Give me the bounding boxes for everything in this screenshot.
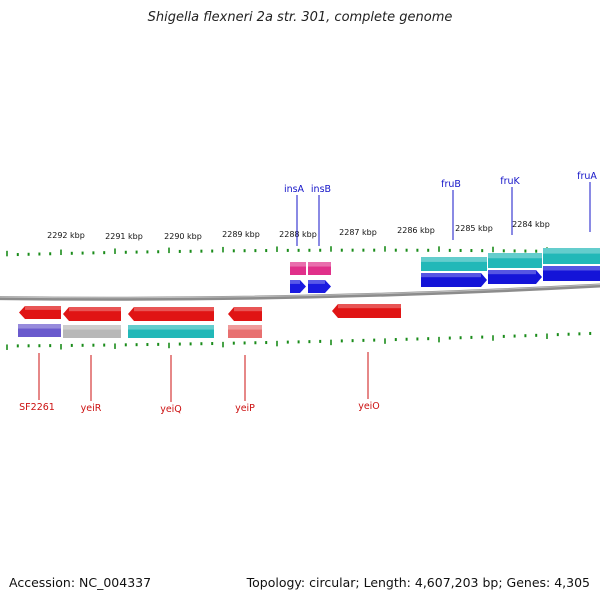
insB-gene-box-shine bbox=[308, 262, 331, 267]
gene-features bbox=[18, 248, 600, 338]
scale-label: 2289 kbp bbox=[222, 230, 260, 239]
gene-labels: insA insB fruB fruK fruA SF2261 yeiR yeiQ yeiP ye… bbox=[19, 171, 597, 415]
fruK-gene-box-shine bbox=[488, 253, 542, 259]
accession-text: Accession: NC_004337 bbox=[9, 575, 152, 590]
fruA-label: fruA bbox=[577, 171, 597, 182]
yeiP-gene-box-shine bbox=[228, 325, 262, 330]
SF2261-gene-arrow-shine bbox=[25, 306, 61, 310]
insA-gene-arrow bbox=[290, 280, 306, 293]
SF2261-gene-box-shine bbox=[18, 324, 61, 329]
yeiQ-gene-box-shine bbox=[128, 325, 214, 330]
scale-label: 2285 kbp bbox=[455, 224, 493, 233]
scale-label: 2292 kbp bbox=[47, 231, 85, 240]
scale-label: 2284 kbp bbox=[512, 220, 550, 229]
genome-backbone bbox=[0, 283, 600, 301]
fruB-label: fruB bbox=[441, 179, 461, 190]
insA-gene-box bbox=[290, 262, 306, 275]
insA-label: insA bbox=[284, 184, 305, 195]
fruA-gene-arrow bbox=[543, 266, 600, 281]
insA-gene-arrow-shine bbox=[290, 280, 300, 284]
yeiR-gene-box-shine bbox=[63, 325, 121, 330]
yeiP-gene-arrow bbox=[228, 307, 262, 321]
fruK-gene-box bbox=[488, 253, 542, 268]
insB-gene-box bbox=[308, 262, 331, 275]
yeiO-gene-arrow-shine bbox=[338, 304, 401, 309]
insB-label: insB bbox=[311, 184, 331, 195]
fruB-gene-arrow-shine bbox=[421, 273, 481, 278]
yeiR-gene-arrow bbox=[63, 307, 121, 321]
yeiR-gene-arrow-shine bbox=[69, 307, 121, 312]
fruK-gene-arrow-shine bbox=[488, 270, 536, 275]
yeiR-label: yeiR bbox=[81, 403, 102, 414]
fruK-label: fruK bbox=[500, 176, 520, 187]
insB-gene-arrow-shine bbox=[308, 280, 325, 284]
scale-label: 2290 kbp bbox=[164, 232, 202, 241]
yeiR-gene-box bbox=[63, 325, 121, 338]
yeiP-label: yeiP bbox=[235, 403, 255, 414]
insA-gene-box-shine bbox=[290, 262, 306, 267]
SF2261-label: SF2261 bbox=[19, 402, 55, 413]
yeiQ-gene-arrow-shine bbox=[134, 307, 214, 312]
top-tick-track bbox=[6, 246, 592, 257]
fruB-gene-box-shine bbox=[421, 257, 487, 262]
yeiQ-gene-box bbox=[128, 325, 214, 338]
yeiO-gene-arrow bbox=[332, 304, 401, 318]
yeiQ-label: yeiQ bbox=[160, 404, 182, 415]
fruB-gene-box bbox=[421, 257, 487, 271]
bottom-tick-track bbox=[6, 331, 592, 350]
yeiQ-gene-arrow bbox=[128, 307, 214, 321]
yeiP-gene-arrow-shine bbox=[234, 307, 262, 312]
fruA-gene-arrow-shine bbox=[543, 266, 600, 271]
genome-title: Shigella flexneri 2a str. 301, complete … bbox=[147, 10, 453, 25]
SF2261-gene-box bbox=[18, 324, 61, 337]
scale-label: 2288 kbp bbox=[279, 230, 317, 239]
scale-label: 2287 kbp bbox=[339, 228, 377, 237]
fruA-gene-box bbox=[543, 248, 600, 264]
fruK-gene-arrow bbox=[488, 270, 542, 284]
fruA-gene-box-shine bbox=[543, 248, 600, 254]
fruB-gene-arrow bbox=[421, 273, 487, 287]
scale-label: 2291 kbp bbox=[105, 232, 143, 241]
insB-gene-arrow bbox=[308, 280, 331, 293]
genome-backbone-highlight bbox=[0, 284, 600, 299]
yeiO-label: yeiO bbox=[358, 401, 380, 412]
SF2261-gene-arrow bbox=[19, 306, 61, 319]
scale-label: 2286 kbp bbox=[397, 226, 435, 235]
topology-text: Topology: circular; Length: 4,607,203 bp… bbox=[246, 575, 590, 590]
yeiP-gene-box bbox=[228, 325, 262, 338]
scale-labels: 2292 kbp 2291 kbp 2290 kbp 2289 kbp 2288 kbp… bbox=[47, 220, 550, 241]
